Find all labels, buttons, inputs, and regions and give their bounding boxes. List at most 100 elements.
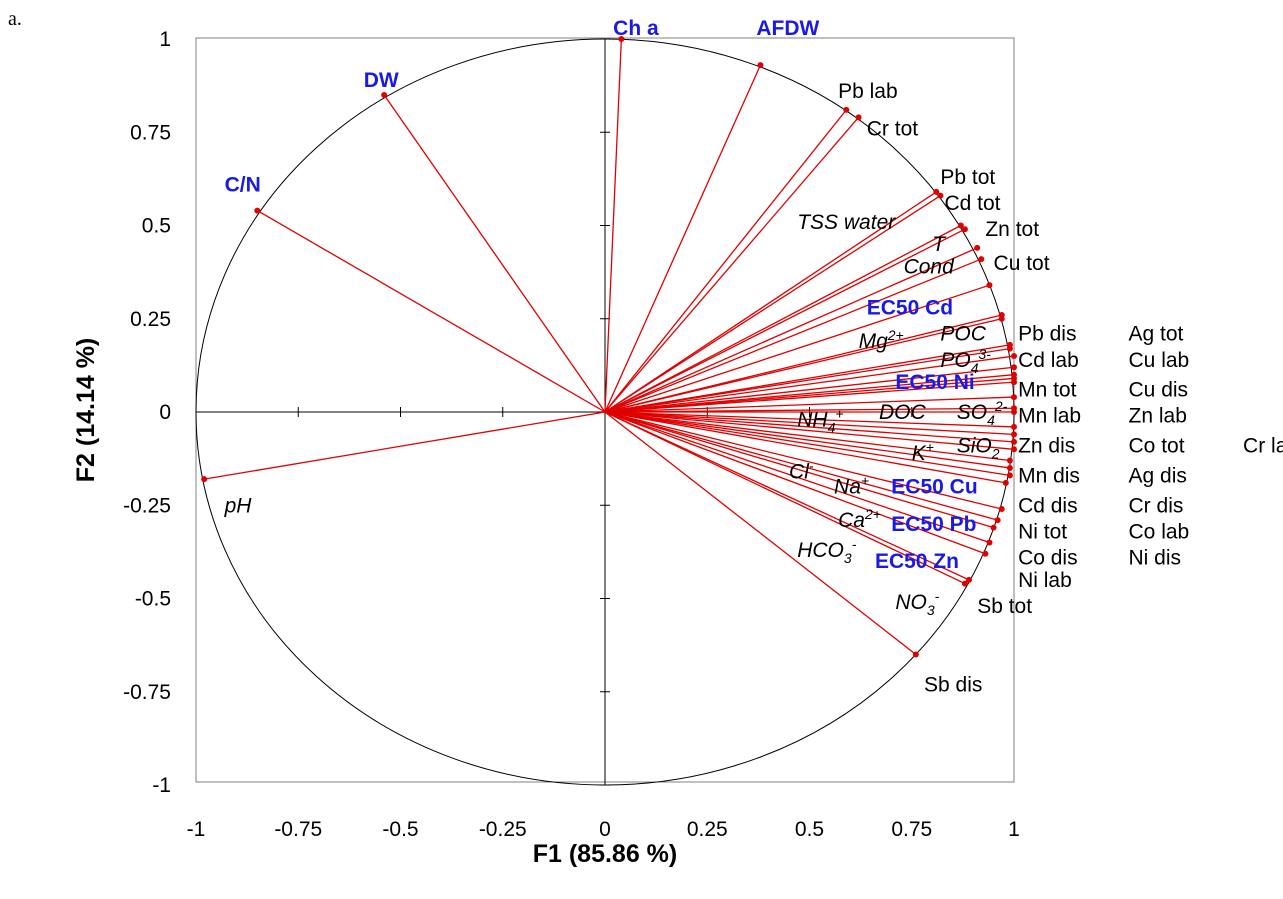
y-tick-label: -0.5 (135, 588, 171, 611)
vector-line (604, 411, 994, 529)
y-tick-label: -0.25 (123, 494, 171, 517)
x-tick-label: 0 (599, 818, 611, 841)
x-tick-label: -1 (187, 818, 206, 841)
vector-endpoint (933, 188, 940, 195)
vector-endpoint (757, 62, 764, 69)
variable-label: PO43- (940, 346, 991, 376)
vector-endpoint (1006, 345, 1013, 352)
vector-line (604, 224, 962, 413)
vector-endpoint (974, 244, 981, 251)
vector-line (604, 411, 1006, 484)
vector-endpoint (855, 114, 862, 121)
variable-labels: Ch a AFDW DW C/N Pb lab Cr tot Pb tot Cd tot TSS… (224, 17, 1283, 696)
variable-label: SO42- (957, 398, 1008, 428)
variable-label: Mn tot (1018, 379, 1077, 402)
y-tick-label: 0 (159, 401, 171, 424)
variable-label: Pb tot (940, 166, 995, 189)
vector-line (604, 284, 990, 413)
variable-label: Cr lab (1243, 435, 1283, 458)
variable-label: DOC (879, 401, 927, 424)
vector-endpoint (998, 505, 1005, 512)
variable-label: Mn dis (1018, 464, 1080, 487)
vector-endpoint (1011, 409, 1017, 415)
vector-line (257, 210, 606, 413)
vector-line (604, 247, 978, 413)
vector-line (604, 366, 1015, 413)
vector-endpoint (978, 256, 985, 263)
x-tick-label: 1 (1008, 818, 1020, 841)
vector-endpoint (381, 91, 388, 98)
variable-label: Zn tot (985, 218, 1039, 241)
vector-endpoint (994, 517, 1001, 524)
vector-line (604, 228, 966, 413)
vector-line (604, 195, 941, 413)
vector-lines (204, 38, 1015, 655)
vector-line (604, 411, 1010, 462)
vector-endpoint (1006, 464, 1013, 471)
vector-line (604, 411, 970, 581)
variable-label: Ag tot (1129, 323, 1184, 346)
y-tick-label: 0.75 (130, 121, 171, 144)
tick-labels: -1 -0.75 -0.5 -0.25 0 0.25 0.5 0.75 1 1 0.75 0.5 0.2… (123, 28, 1020, 841)
vector-line (604, 411, 1011, 477)
variable-label: Ch a (613, 17, 659, 40)
y-tick-label: -0.75 (123, 681, 171, 704)
variable-label: Cr dis (1129, 494, 1184, 517)
variable-label: Cd dis (1018, 494, 1078, 517)
vector-endpoint (986, 282, 993, 289)
x-tick-label: -0.5 (382, 818, 418, 841)
y-tick-label: 0.25 (130, 308, 171, 331)
variable-label: HCO3- (797, 536, 856, 566)
vector-endpoint (937, 192, 944, 199)
variable-label: EC50 Zn (875, 550, 959, 573)
variable-label: Cond (904, 256, 956, 279)
variable-label: Ca2+ (838, 506, 881, 532)
vector-endpoint (618, 36, 625, 42)
variable-label: Cl- (789, 458, 814, 484)
x-tick-label: 0.75 (891, 818, 932, 841)
vector-line (604, 411, 1015, 450)
vector-line (604, 109, 847, 413)
vector-endpoint (990, 524, 997, 531)
variable-label: pH (224, 494, 253, 517)
x-tick-label: -0.75 (274, 818, 322, 841)
variable-label: Mn lab (1018, 405, 1081, 428)
vector-endpoint (986, 539, 993, 546)
variable-label: K+ (912, 439, 934, 465)
variable-label: Sb dis (924, 673, 982, 696)
variable-label: Cd lab (1018, 349, 1079, 372)
y-tick-label: -1 (152, 774, 171, 797)
vector-endpoint (1011, 438, 1017, 445)
vector-line (604, 64, 762, 413)
variable-label: Cu lab (1129, 349, 1190, 372)
vector-endpoint (1011, 364, 1017, 371)
vector-line (604, 191, 937, 413)
variable-label: Ni lab (1018, 569, 1072, 592)
y-axis-title: F2 (14.14 %) (72, 338, 100, 483)
vector-endpoint (912, 651, 919, 658)
variable-label: NO3- (895, 588, 939, 618)
vector-line (604, 396, 1015, 413)
x-tick-label: 0.5 (795, 818, 824, 841)
variable-label: Pb dis (1018, 323, 1076, 346)
x-axis-title: F1 (85.86 %) (533, 840, 678, 868)
vector-endpoint (1011, 431, 1017, 438)
vector-line (604, 411, 998, 521)
vector-endpoint (998, 315, 1005, 322)
vector-line (604, 411, 986, 555)
variable-label: Co dis (1018, 546, 1078, 569)
vector-line (604, 381, 1015, 413)
variable-label: Ni tot (1018, 520, 1067, 543)
variable-label: POC (940, 323, 986, 346)
variable-label: Ag dis (1129, 464, 1187, 487)
vector-line (604, 411, 1002, 510)
vector-endpoint (1011, 423, 1017, 430)
vector-endpoint (1006, 472, 1013, 479)
variable-label: Co tot (1129, 435, 1185, 458)
x-tick-label: -0.25 (479, 818, 527, 841)
variable-label: EC50 Cd (867, 297, 953, 320)
variable-label: EC50 Cu (891, 476, 977, 499)
y-tick-label: 0.5 (142, 215, 171, 238)
vector-line (604, 411, 1015, 443)
vector-endpoints (201, 36, 1017, 658)
